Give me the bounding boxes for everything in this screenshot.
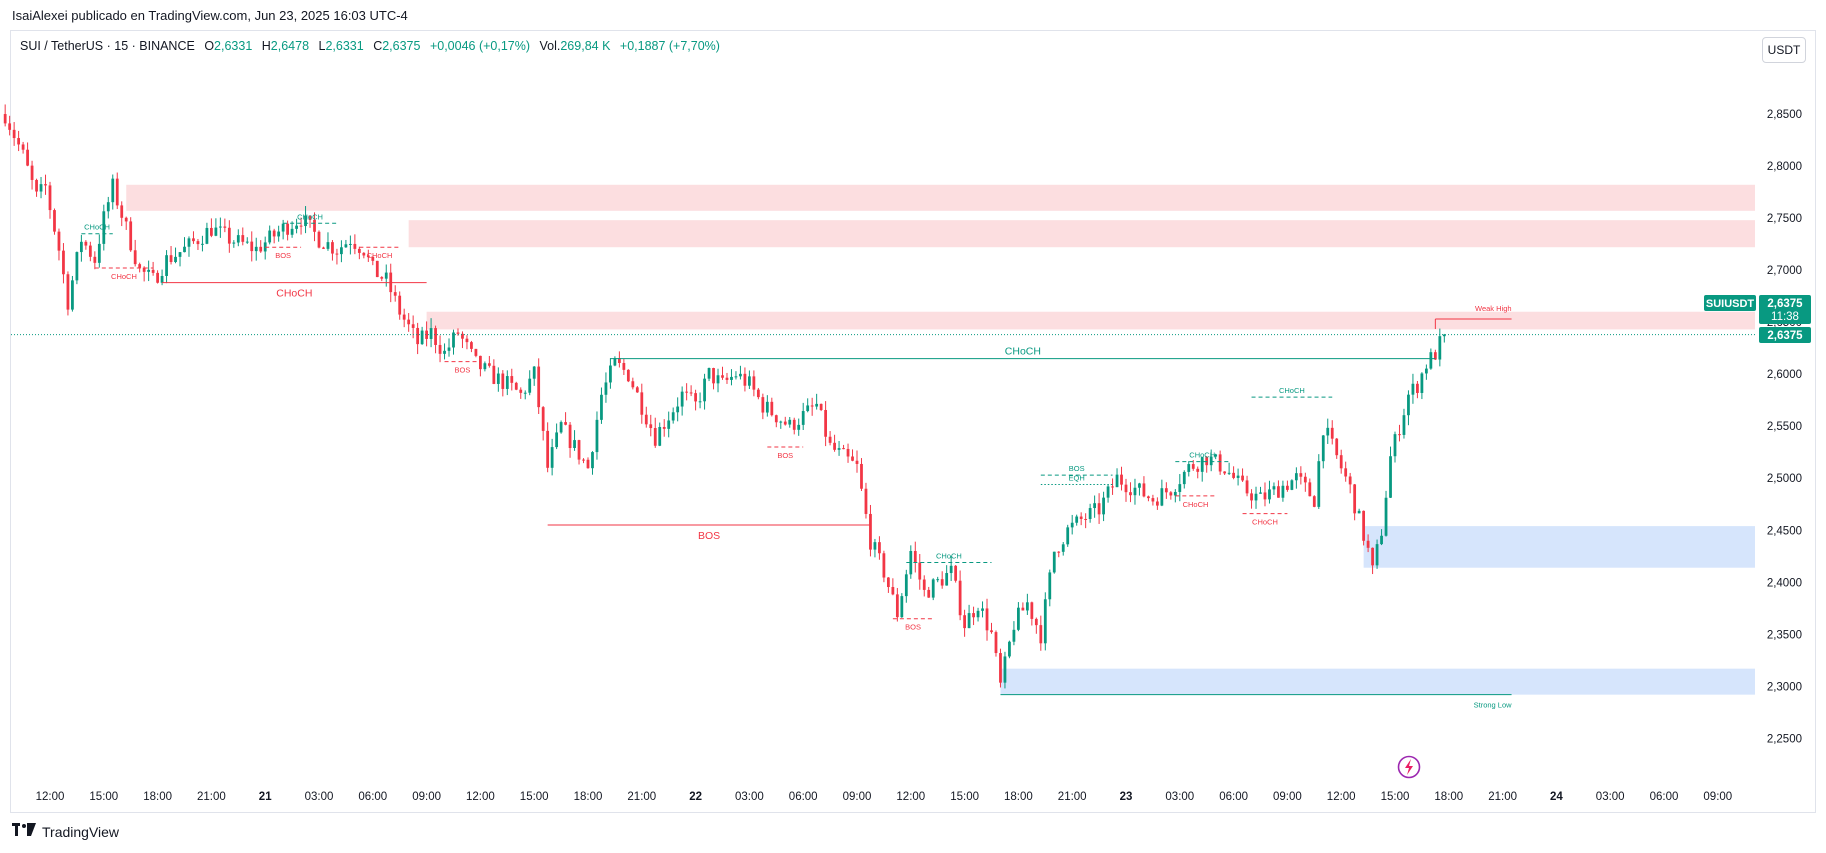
legend-close-value: 2,6375	[382, 39, 421, 53]
legend-change: +0,0046 (+0,17%)	[429, 39, 531, 53]
candle-body	[3, 114, 7, 124]
legend-volume-change: +0,1887 (+7,70%)	[619, 39, 720, 53]
legend-open-label: O	[204, 39, 215, 53]
legend-volume-value: 269,84 K	[560, 39, 611, 53]
publisher-line: IsaiAlexei publicado en TradingView.com,…	[12, 8, 408, 23]
legend-low-value: 2,6331	[325, 39, 364, 53]
legend-volume-label: Vol.	[539, 39, 561, 53]
footer-brand[interactable]: TradingView	[12, 823, 119, 840]
chart-legend: SUI / TetherUS · 15 · BINANCE O2,6331 H2…	[20, 39, 720, 53]
legend-open-value: 2,6331	[214, 39, 253, 53]
footer-brand-text: TradingView	[42, 823, 120, 840]
chart-frame	[10, 30, 1816, 813]
candle	[3, 104, 7, 127]
legend-close-label: C	[373, 39, 383, 53]
tradingview-logo-icon	[12, 823, 36, 840]
legend-high-label: H	[261, 39, 271, 53]
legend-symbol[interactable]: SUI / TetherUS · 15 · BINANCE	[20, 39, 195, 53]
currency-button[interactable]: USDT	[1762, 37, 1806, 63]
legend-low-label: L	[318, 39, 326, 53]
legend-high-value: 2,6478	[270, 39, 310, 53]
